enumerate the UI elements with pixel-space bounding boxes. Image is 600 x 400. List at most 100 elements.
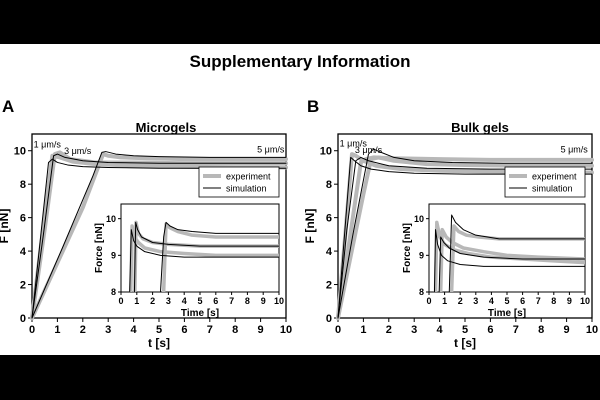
panel-a-speed-annotation: 1 μm/s xyxy=(34,139,62,149)
panel-b-inset-x-tick-label: 9 xyxy=(567,296,572,306)
panel-a-inset-experiment-line-1 xyxy=(129,224,279,292)
panel-b-main-simulation-line-4 xyxy=(337,156,593,319)
panel-a-inset-x-tick-label: 10 xyxy=(274,296,284,306)
panel-a-main-y-tick-label: 6 xyxy=(20,212,26,224)
panel-a-inset: 0 1 2 3 4 5 6 7 8 9 10 8 9 10 Time [s] Force [nN] xyxy=(94,203,284,319)
panel-a-main-x-tick-label: 0 xyxy=(29,324,35,336)
panel-b-main-x-tick-label: 5 xyxy=(462,324,468,336)
panel-b-inset-experiment-line-1 xyxy=(433,220,585,292)
panel-b-main-x-tick-label: 4 xyxy=(437,324,444,336)
panel-a-main-x-tick-label: 10 xyxy=(280,324,292,336)
panel-b-main-simulation-line-6 xyxy=(337,156,593,319)
panel-a-inset-x-tick-label: 7 xyxy=(229,296,234,306)
panel-a-inset-x-tick-label: 4 xyxy=(182,296,187,306)
panel-b-main-x-tick-label: 8 xyxy=(538,324,544,336)
panel-b-inset-simulation-line-5 xyxy=(448,214,585,292)
panel-a-main-x-tick-label: 1 xyxy=(54,324,60,336)
panel-a-main-x-tick-label: 5 xyxy=(156,324,162,336)
panel-b-main-x-tick-label: 0 xyxy=(335,324,341,336)
panel-b-main-x-axis-label: t [s] xyxy=(454,336,476,350)
panel-b-inset-y-axis-label: Force [nN] xyxy=(402,223,413,273)
panel-b-inset-y-tick-label: 8 xyxy=(419,287,424,297)
panel-a-inset-y-tick-label: 9 xyxy=(111,250,116,260)
panel-b-inset-x-tick-label: 3 xyxy=(473,296,478,306)
panel-b-main-y-tick-label: 0 xyxy=(326,313,332,325)
panel-a-main-y-axis-label: F [nN] xyxy=(0,209,11,244)
panel-a-main-x-tick-label: 8 xyxy=(232,324,238,336)
panel-a-legend-label-simulation: simulation xyxy=(226,184,267,194)
panel-a-main-y-tick-label: 0 xyxy=(20,313,26,325)
panel-a-main-x-tick-label: 9 xyxy=(258,324,264,336)
panel-a-main-y-tick-label: 8 xyxy=(20,179,26,191)
panel-b-legend-label-simulation: simulation xyxy=(532,184,573,194)
panel-a-inset-simulation-line-6 xyxy=(160,221,279,292)
panel-a-inset-simulation-line-5 xyxy=(133,221,279,292)
panel-a-inset-y-tick-label: 10 xyxy=(106,214,116,224)
page-title: Supplementary Information xyxy=(189,52,411,71)
panel-a-main-experiment-line-3 xyxy=(30,152,288,320)
panel-b-speed-annotation: 1 μm/s xyxy=(340,139,368,149)
panel-a-inset-y-tick-label: 8 xyxy=(111,287,116,297)
panel-b-main-y-tick-label: 2 xyxy=(326,279,332,291)
panel-b-inset-x-tick-label: 2 xyxy=(458,296,463,306)
panel-b-inset-x-tick-label: 1 xyxy=(442,296,447,306)
panel-a-main-x-tick-label: 2 xyxy=(80,324,86,336)
panel-b-main-y-tick-label: 8 xyxy=(326,179,332,191)
panel-b-title: Bulk gels xyxy=(451,120,509,135)
panel-b-inset-x-axis-label: Time [s] xyxy=(488,308,526,319)
panel-a-main-simulation-line-5 xyxy=(31,153,287,319)
panel-b-inset-y-tick-label: 10 xyxy=(414,214,424,224)
panel-b-inset-x-tick-label: 7 xyxy=(536,296,541,306)
panel-b-legend-label-experiment: experiment xyxy=(532,172,577,182)
panel-a-inset-x-tick-label: 9 xyxy=(261,296,266,306)
panel-b-inset-x-tick-label: 5 xyxy=(504,296,509,306)
panel-a-main-simulation-line-6 xyxy=(31,151,287,319)
panel-a-inset-x-axis-label: Time [s] xyxy=(181,308,219,319)
panel-b-main-x-tick-label: 7 xyxy=(513,324,519,336)
panel-b-inset-series xyxy=(433,214,585,292)
panel-a-inset-experiment-line-3 xyxy=(161,222,279,292)
panel-a-main-x-axis-label: t [s] xyxy=(148,336,170,350)
panel-a-inset-x-tick-label: 0 xyxy=(118,296,123,306)
panel-b-main-experiment-line-3 xyxy=(336,155,594,320)
panel-a-speed-annotation: 3 μm/s xyxy=(64,146,92,156)
panel-b-speed-annotation: 3 μm/s xyxy=(355,145,383,155)
figure-page: Supplementary Information A 0 1 2 3 4 5 6 7 8 9 10 0… xyxy=(0,44,600,355)
panel-a-inset-x-tick-label: 5 xyxy=(197,296,202,306)
panel-b-label: B xyxy=(307,97,319,116)
panel-b-main-y-axis-label: F [nN] xyxy=(303,209,317,244)
panel-a-inset-x-tick-label: 6 xyxy=(213,296,218,306)
panel-a-main-x-tick-label: 3 xyxy=(105,324,111,336)
panel-b-inset-x-tick-label: 4 xyxy=(489,296,494,306)
panel-a-speed-annotation: 5 μm/s xyxy=(257,144,285,154)
panel-b-main-x-tick-label: 3 xyxy=(411,324,417,336)
panel-b-inset-simulation-line-4 xyxy=(433,229,585,292)
panel-a-title: Microgels xyxy=(136,120,197,135)
panel-a-main-x-tick-label: 4 xyxy=(131,324,138,336)
panel-b-inset-x-tick-label: 0 xyxy=(426,296,431,306)
panel-b-main-y-tick-label: 10 xyxy=(320,146,332,158)
panel-a-legend: experiment simulation xyxy=(198,166,280,198)
panel-b-inset-y-tick-label: 9 xyxy=(419,250,424,260)
panel-a-inset-y-axis-label: Force [nN] xyxy=(94,223,105,273)
panel-b-inset-plot-frame xyxy=(428,203,586,293)
panel-a-main-simulation-line-4 xyxy=(31,158,287,319)
panel-a-main-y-tick-label: 4 xyxy=(20,246,27,258)
panel-a-label: A xyxy=(2,97,14,116)
panel-b-main-y-tick-label: 6 xyxy=(326,212,332,224)
panel-b-inset-x-tick-label: 10 xyxy=(580,296,590,306)
panel-a-inset-simulation-line-4 xyxy=(129,229,279,292)
panel-a-inset-series xyxy=(129,220,279,292)
panel-a-inset-x-tick-label: 8 xyxy=(245,296,250,306)
panel-a-inset-x-tick-label: 3 xyxy=(166,296,171,306)
panel-a-main-x-tick-label: 6 xyxy=(181,324,187,336)
panel-b-main-x-tick-label: 6 xyxy=(487,324,493,336)
panel-b-main-y-tick-label: 4 xyxy=(326,246,333,258)
panel-b-main-x-tick-label: 2 xyxy=(386,324,392,336)
panel-b-inset-x-tick-label: 8 xyxy=(551,296,556,306)
panel-b-main-x-tick-label: 9 xyxy=(564,324,570,336)
